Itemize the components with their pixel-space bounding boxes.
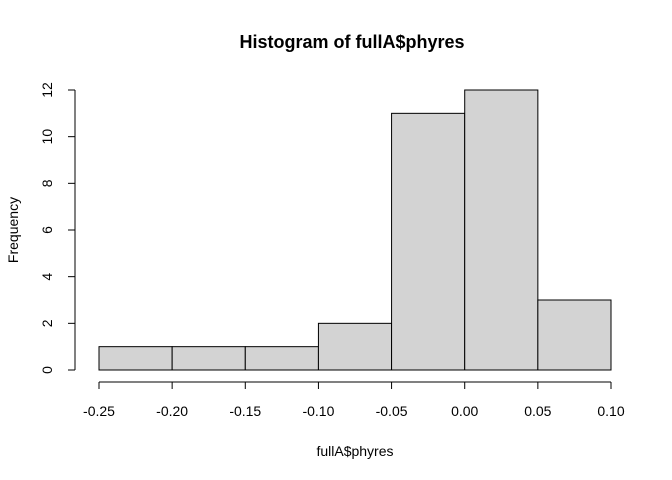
x-axis-label: fullA$phyres (316, 443, 393, 459)
y-tick-label: 8 (39, 179, 55, 187)
x-tick-label: -0.20 (156, 403, 188, 419)
y-tick-label: 6 (39, 226, 55, 234)
histogram-bar (244, 346, 319, 371)
bars-group (98, 89, 612, 371)
chart-title: Histogram of fullA$phyres (239, 32, 464, 52)
y-tick-label: 12 (39, 82, 55, 98)
x-tick-label: -0.25 (83, 403, 115, 419)
x-tick-label: -0.15 (229, 403, 261, 419)
x-tick-label: -0.05 (376, 403, 408, 419)
y-tick-label: 2 (39, 319, 55, 327)
x-tick-label: 0.10 (597, 403, 624, 419)
y-axis-label: Frequency (5, 197, 21, 263)
y-axis: 0 2 4 6 8 10 12 (39, 82, 76, 374)
histogram-bar (171, 346, 246, 371)
histogram-bar (317, 322, 393, 371)
x-tick-label: 0.05 (524, 403, 551, 419)
y-tick-label: 0 (39, 366, 55, 374)
y-tick-label: 10 (39, 129, 55, 145)
histogram-bar (98, 346, 173, 371)
x-tick-label: -0.10 (302, 403, 334, 419)
x-tick-label: 0.00 (451, 403, 478, 419)
y-tick-label: 4 (39, 273, 55, 281)
x-axis: -0.25 -0.20 -0.15 -0.10 -0.05 0.00 0.05 0.10 (83, 381, 625, 419)
histogram-bar (464, 89, 539, 371)
histogram-bar (537, 299, 612, 371)
histogram-bar (391, 112, 466, 371)
